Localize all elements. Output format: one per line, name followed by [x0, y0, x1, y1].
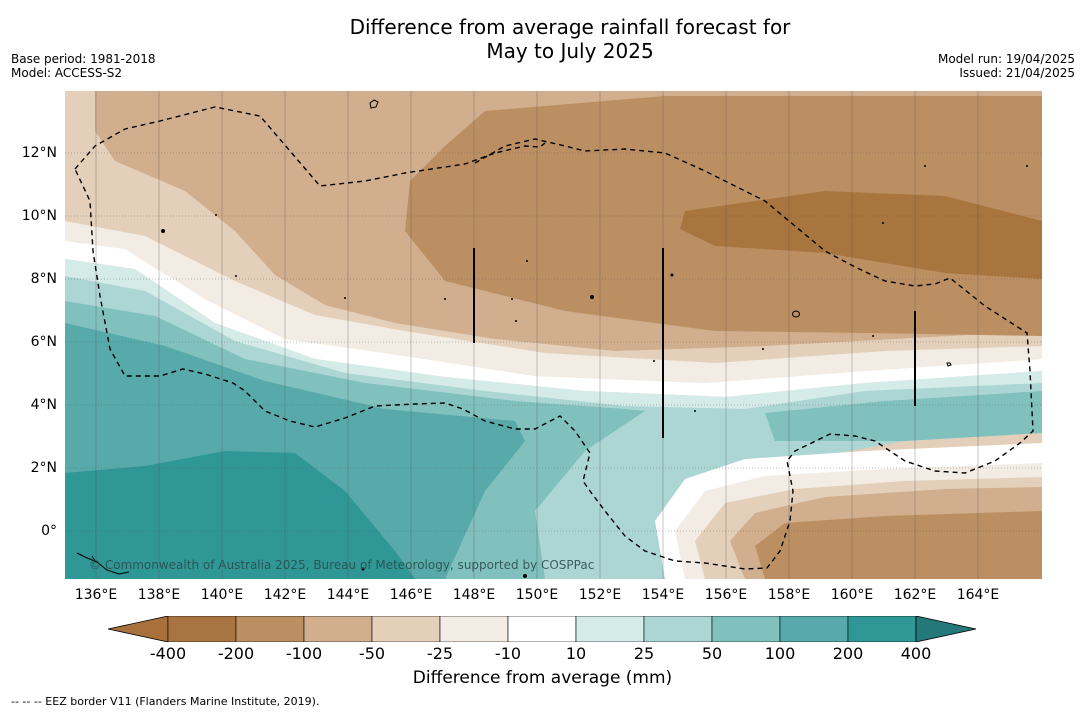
colorbar-segment [235, 616, 305, 642]
colorbar-segment [847, 616, 917, 642]
island-dot [872, 335, 874, 337]
colorbar-segment [643, 616, 713, 642]
colorbar-segment [439, 616, 509, 642]
colorbar-label: 10 [565, 644, 587, 663]
colorbar-label: 400 [900, 644, 932, 663]
island-dot [444, 298, 446, 300]
island-marcus-wake [369, 99, 379, 109]
colorbar-label: -200 [217, 644, 255, 663]
island-dot [235, 275, 237, 277]
island-kosrae [946, 362, 952, 367]
model-name: Model: ACCESS-S2 [11, 66, 123, 80]
eez-border-fsm-west [74, 106, 546, 187]
x-tick-label: 150°E [515, 587, 559, 603]
model-run: Model run: 19/04/2025 [937, 52, 1075, 66]
y-tick-label: 8°N [30, 271, 57, 287]
x-tick-label: 158°E [767, 587, 811, 603]
x-tick-label: 136°E [74, 587, 118, 603]
y-tick-label: 12°N [21, 145, 57, 161]
island-dot [344, 297, 346, 299]
eez-legend-footnote: -- -- -- EEZ border V11 (Flanders Marine… [11, 695, 320, 708]
x-tick-label: 162°E [893, 587, 937, 603]
y-tick-label: 10°N [21, 208, 57, 224]
rainfall-anomaly-map [65, 91, 1042, 579]
colorbar-label: -50 [358, 644, 386, 663]
x-tick-label: 148°E [452, 587, 496, 603]
island-dot [161, 229, 165, 233]
x-tick-label: 152°E [578, 587, 622, 603]
island-dot [694, 410, 696, 412]
colorbar [108, 616, 977, 642]
island-dot [511, 298, 513, 300]
island-pohnpei [792, 310, 800, 318]
base-period: Base period: 1981-2018 [11, 52, 156, 66]
island-dot [1026, 165, 1028, 167]
colorbar-segment [575, 616, 645, 642]
x-tick-label: 144°E [326, 587, 370, 603]
island-dot [526, 260, 528, 262]
colorbar-title: Difference from average (mm) [412, 668, 673, 688]
island-dot [882, 222, 884, 224]
issued-date: Issued: 21/04/2025 [959, 66, 1075, 80]
island-dot [924, 165, 926, 167]
colorbar-label: -400 [149, 644, 187, 663]
island-dot [653, 360, 655, 362]
y-tick-label: 4°N [30, 397, 57, 413]
x-tick-label: 142°E [263, 587, 307, 603]
band-dark-teal [65, 451, 415, 579]
x-tick-label: 146°E [389, 587, 433, 603]
colorbar-label: -25 [426, 644, 454, 663]
colorbar-label: 200 [832, 644, 864, 663]
colorbar-label: 100 [764, 644, 796, 663]
x-tick-label: 160°E [830, 587, 874, 603]
band-mid-teal-east [765, 391, 1042, 441]
copyright-notice: © Commonwealth of Australia 2025, Bureau… [89, 558, 595, 572]
island-dot [523, 574, 527, 578]
colorbar-label: -10 [494, 644, 522, 663]
island-dot [590, 295, 594, 299]
colorbar-segment [711, 616, 781, 642]
colorbar-extend-max [915, 616, 977, 642]
island-png-coast [76, 552, 130, 575]
y-tick-label: 2°N [30, 460, 57, 476]
x-tick-label: 156°E [704, 587, 748, 603]
x-tick-label: 138°E [137, 587, 181, 603]
island-dot [361, 567, 365, 571]
island-dot [670, 273, 674, 277]
map-title-line2: May to July 2025 [486, 39, 654, 63]
island-dot [215, 214, 217, 216]
colorbar-label: -100 [285, 644, 323, 663]
colorbar-segment [507, 616, 577, 642]
y-tick-label: 0° [41, 523, 57, 539]
y-tick-label: 6°N [30, 334, 57, 350]
band-se-dark-brown [755, 511, 1042, 579]
island-dot [515, 320, 517, 322]
band-very-light-brown [65, 221, 1042, 383]
colorbar-segment [167, 616, 237, 642]
colorbar-label: 50 [701, 644, 723, 663]
band-darkest-brown-north [680, 191, 1042, 279]
colorbar-segment [371, 616, 441, 642]
colorbar-segment [303, 616, 373, 642]
island-dot [762, 348, 764, 350]
map-title-line1: Difference from average rainfall forecas… [349, 15, 791, 39]
x-tick-label: 140°E [200, 587, 244, 603]
colorbar-label: 25 [633, 644, 655, 663]
colorbar-segment [779, 616, 849, 642]
x-tick-label: 154°E [641, 587, 685, 603]
eez-border-fsm-north [74, 138, 1034, 570]
x-tick-label: 164°E [956, 587, 1000, 603]
colorbar-extend-min [108, 616, 169, 642]
